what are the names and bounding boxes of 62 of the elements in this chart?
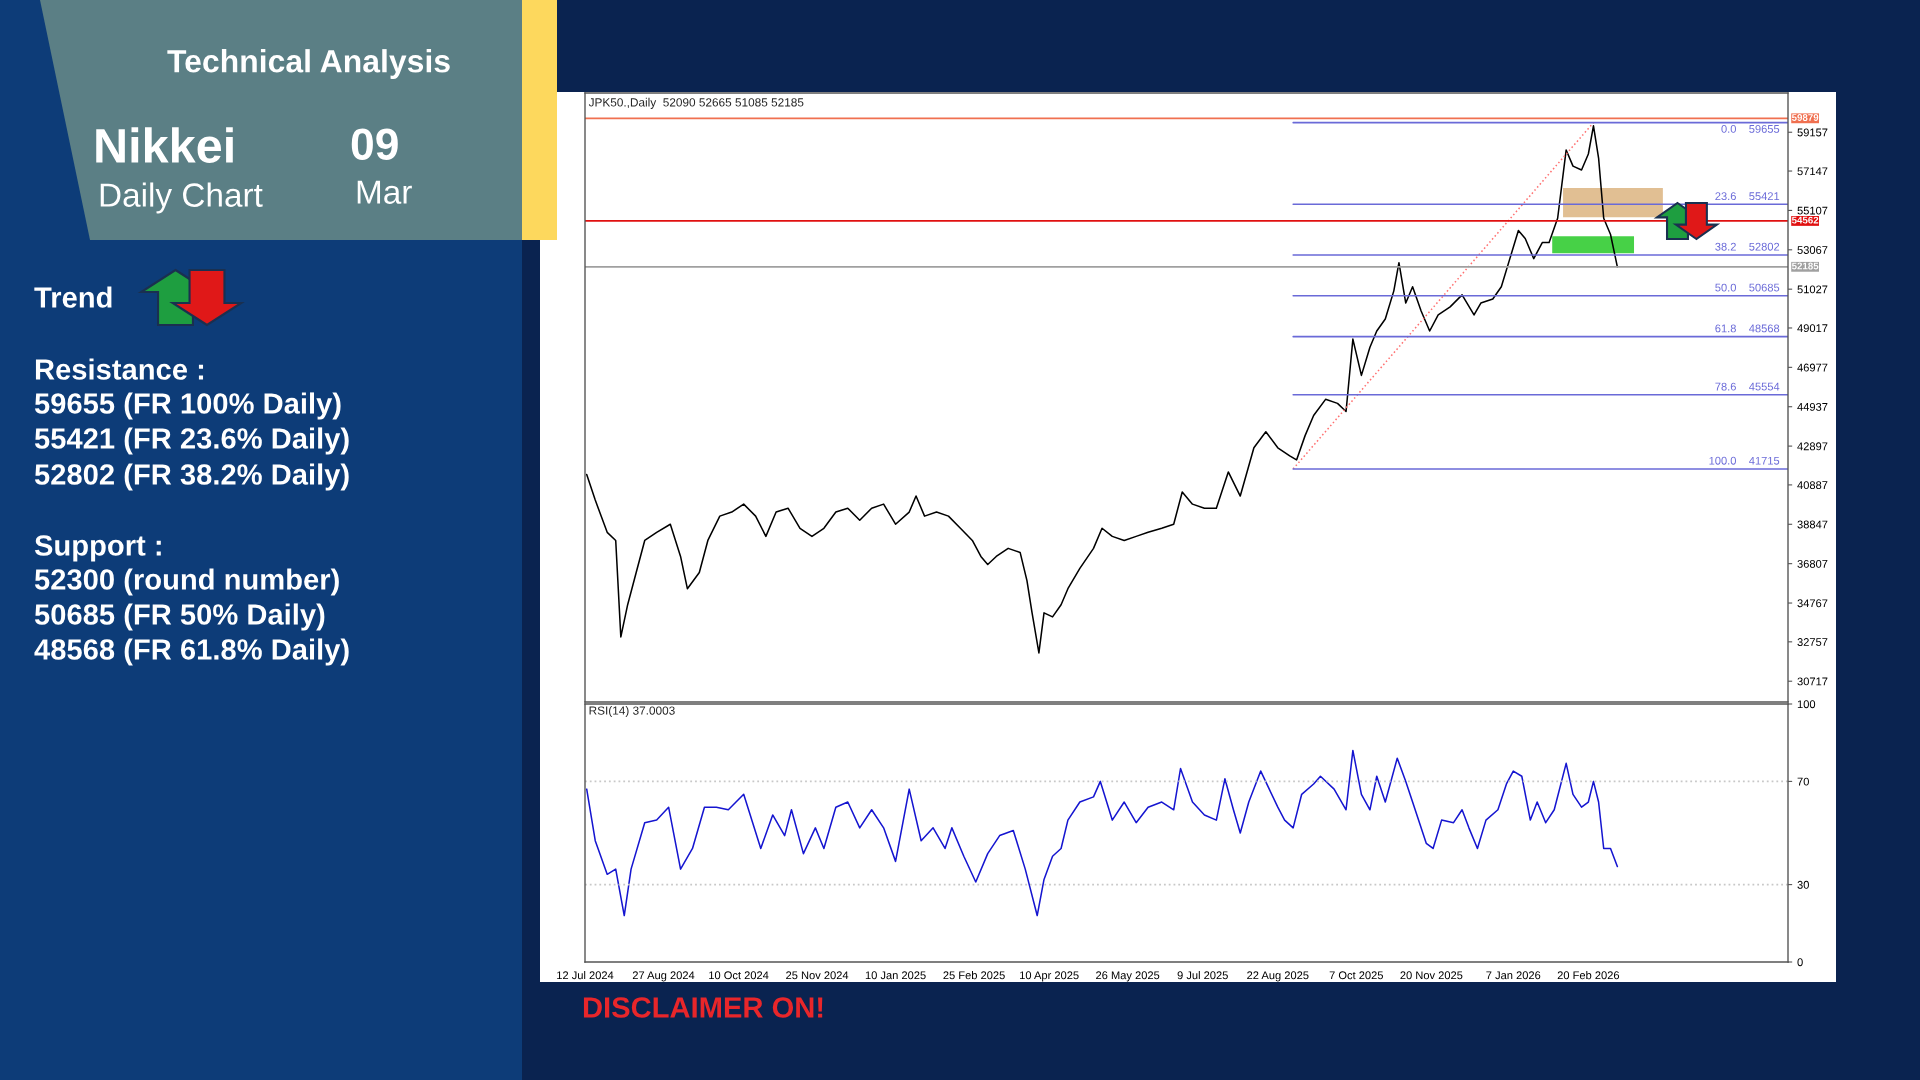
text: Nikkei [96,127,233,164]
text: Daily Chart [100,182,263,214]
text: Technical Analysis [167,49,450,79]
y-tick-label: 36807 [1797,559,1828,568]
text: 52300 (round number) [34,568,339,596]
text: 55421 (FR 23.6% Daily) [34,427,349,455]
text: Mar [357,180,412,204]
y-tick-label: 44937 [1797,402,1828,411]
series-label: 78.6 45554 [1715,382,1780,391]
text: 59655 (FR 100% Daily) [34,392,341,420]
y-tick-label: 53067 [1797,246,1828,254]
line-series [585,125,1619,654]
x-tick-label: 12 Jul 2024 [557,971,614,980]
x-tick-label: 10 Oct 2024 [709,971,769,980]
series-label: 23.6 55421 [1715,192,1780,201]
y-tick-label: 51027 [1797,285,1828,294]
x-tick-label: 10 Jan 2025 [865,971,926,980]
text: Support : [34,535,161,562]
x-tick-label: 7 Jan 2026 [1486,971,1541,980]
line-series [585,749,1619,917]
y-tick-label: 32757 [1797,638,1828,646]
text: Trend [34,286,112,308]
series-label: 50.0 50685 [1715,283,1780,292]
y-tick-label: 57147 [1797,167,1828,176]
x-tick-label: 20 Feb 2026 [1557,971,1620,980]
x-tick-label: 10 Apr 2025 [1020,971,1079,982]
y-tick-label: 55107 [1797,206,1828,215]
y-tick-label: 70 [1797,777,1809,786]
x-tick-label: 22 Aug 2025 [1247,971,1309,982]
chart-title: JPK50.,Daily 52090 52665 51085 52185 [588,97,804,109]
y-tick-label: 100 [1797,700,1816,709]
chart-title: RSI(14) 37.0003 [589,706,675,718]
y-tick-label: 0 [1797,958,1803,967]
y-tick-label: 46977 [1797,363,1828,372]
x-tick-label: 20 Nov 2025 [1400,971,1463,980]
y-tick-label: 30 [1797,880,1809,889]
series-label: 61.8 48568 [1715,324,1780,333]
y-tick-label: 59157 [1797,128,1828,137]
y-tick-label: 30717 [1797,677,1828,686]
x-tick-label: 7 Oct 2025 [1329,971,1383,980]
text: 09 [351,128,398,160]
x-tick-label: 27 Aug 2024 [632,971,695,982]
x-tick-label: 25 Nov 2024 [786,971,849,980]
series-label: 0.0 59655 [1721,125,1780,133]
text: 52802 (FR 38.2% Daily) [34,463,349,491]
ref-line-label: 54562 [1791,216,1819,224]
text: DISCLAIMER ON! [583,997,823,1018]
x-tick-label: 9 Jul 2025 [1177,971,1228,980]
y-tick-label: 38847 [1797,520,1828,529]
text: 48568 (FR 61.8% Daily) [34,638,349,666]
y-tick-label: 49017 [1797,324,1828,333]
y-tick-label: 42897 [1797,442,1828,451]
text: 50685 (FR 50% Daily) [34,603,325,631]
series-label: 38.2 52802 [1715,242,1780,251]
x-tick-label: 25 Feb 2025 [943,971,1005,980]
y-tick-label: 40887 [1797,481,1828,490]
ref-line-label: 52185 [1791,262,1819,270]
ref-line-label: 59879 [1791,114,1819,121]
y-tick-label: 34767 [1797,599,1828,608]
text: Resistance : [35,358,204,380]
series-label: 100.0 41715 [1709,456,1780,465]
x-tick-label: 26 May 2025 [1096,971,1160,982]
